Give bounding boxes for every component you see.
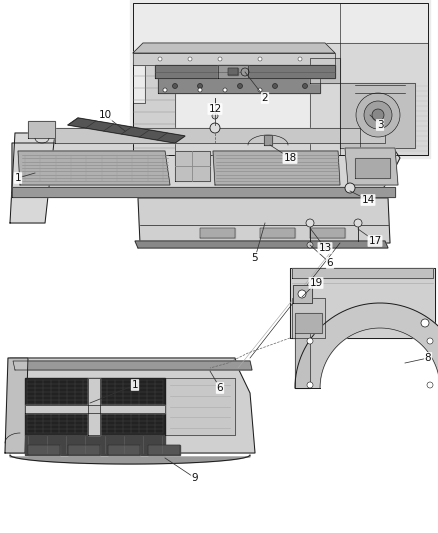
Polygon shape <box>290 268 435 338</box>
Polygon shape <box>165 378 235 435</box>
Circle shape <box>372 109 384 121</box>
Polygon shape <box>133 53 335 65</box>
Circle shape <box>237 84 243 88</box>
Polygon shape <box>158 78 320 93</box>
Circle shape <box>345 183 355 193</box>
Polygon shape <box>10 133 55 223</box>
Polygon shape <box>12 143 400 193</box>
Text: 9: 9 <box>192 473 198 483</box>
Text: 2: 2 <box>261 93 268 103</box>
Circle shape <box>306 219 314 227</box>
Polygon shape <box>18 151 170 185</box>
Polygon shape <box>355 158 390 178</box>
Circle shape <box>303 84 307 88</box>
Circle shape <box>427 382 433 388</box>
Polygon shape <box>5 358 28 453</box>
Polygon shape <box>12 187 395 197</box>
Polygon shape <box>10 358 255 453</box>
Polygon shape <box>138 198 390 243</box>
Circle shape <box>158 57 162 61</box>
Text: 8: 8 <box>425 353 431 363</box>
Circle shape <box>356 93 400 137</box>
Circle shape <box>188 57 192 61</box>
Polygon shape <box>293 285 312 303</box>
Circle shape <box>223 88 227 92</box>
Text: 3: 3 <box>377 120 383 130</box>
Circle shape <box>241 68 249 76</box>
Circle shape <box>298 290 306 298</box>
Polygon shape <box>345 148 398 185</box>
Circle shape <box>210 123 220 133</box>
Text: 13: 13 <box>318 243 332 253</box>
Polygon shape <box>295 303 438 388</box>
Polygon shape <box>28 121 55 138</box>
Polygon shape <box>292 298 325 338</box>
Circle shape <box>427 338 433 344</box>
Polygon shape <box>295 333 310 388</box>
Circle shape <box>354 219 362 227</box>
Polygon shape <box>28 445 60 455</box>
Polygon shape <box>148 445 180 455</box>
Circle shape <box>364 101 392 129</box>
Polygon shape <box>295 313 322 333</box>
Text: 6: 6 <box>327 258 333 268</box>
Polygon shape <box>130 0 430 158</box>
Polygon shape <box>25 378 165 435</box>
Circle shape <box>307 242 313 248</box>
Polygon shape <box>108 445 140 455</box>
Polygon shape <box>88 378 100 435</box>
Text: 19: 19 <box>309 278 323 288</box>
Polygon shape <box>292 268 433 278</box>
Circle shape <box>218 57 222 61</box>
Polygon shape <box>25 405 165 413</box>
Polygon shape <box>260 228 295 238</box>
Polygon shape <box>155 65 335 78</box>
Text: 12: 12 <box>208 104 222 114</box>
Text: 14: 14 <box>361 195 374 205</box>
Text: 5: 5 <box>252 253 258 263</box>
Polygon shape <box>218 65 248 78</box>
Polygon shape <box>200 228 235 238</box>
Circle shape <box>421 319 429 327</box>
Polygon shape <box>340 83 415 148</box>
Circle shape <box>272 84 278 88</box>
Circle shape <box>198 84 202 88</box>
Polygon shape <box>228 68 238 75</box>
Circle shape <box>198 88 202 92</box>
Polygon shape <box>68 118 185 143</box>
Text: 1: 1 <box>132 380 138 390</box>
Text: 1: 1 <box>15 173 21 183</box>
Circle shape <box>298 57 302 61</box>
Polygon shape <box>13 361 252 370</box>
Circle shape <box>307 338 313 344</box>
Polygon shape <box>55 128 385 143</box>
Circle shape <box>163 88 167 92</box>
Polygon shape <box>213 151 340 185</box>
Polygon shape <box>310 43 428 155</box>
Circle shape <box>258 57 262 61</box>
Polygon shape <box>264 135 272 145</box>
Polygon shape <box>25 435 165 455</box>
Circle shape <box>212 113 218 119</box>
Polygon shape <box>133 53 175 155</box>
Text: 17: 17 <box>368 236 381 246</box>
Circle shape <box>307 382 313 388</box>
Polygon shape <box>310 58 340 83</box>
Polygon shape <box>10 455 250 464</box>
Text: 18: 18 <box>283 153 297 163</box>
Text: 10: 10 <box>99 110 112 120</box>
Polygon shape <box>133 43 335 53</box>
Polygon shape <box>175 151 210 181</box>
Circle shape <box>258 88 262 92</box>
Polygon shape <box>310 228 345 238</box>
Polygon shape <box>135 241 388 248</box>
Polygon shape <box>68 445 100 455</box>
Text: 6: 6 <box>217 383 223 393</box>
Circle shape <box>173 84 177 88</box>
